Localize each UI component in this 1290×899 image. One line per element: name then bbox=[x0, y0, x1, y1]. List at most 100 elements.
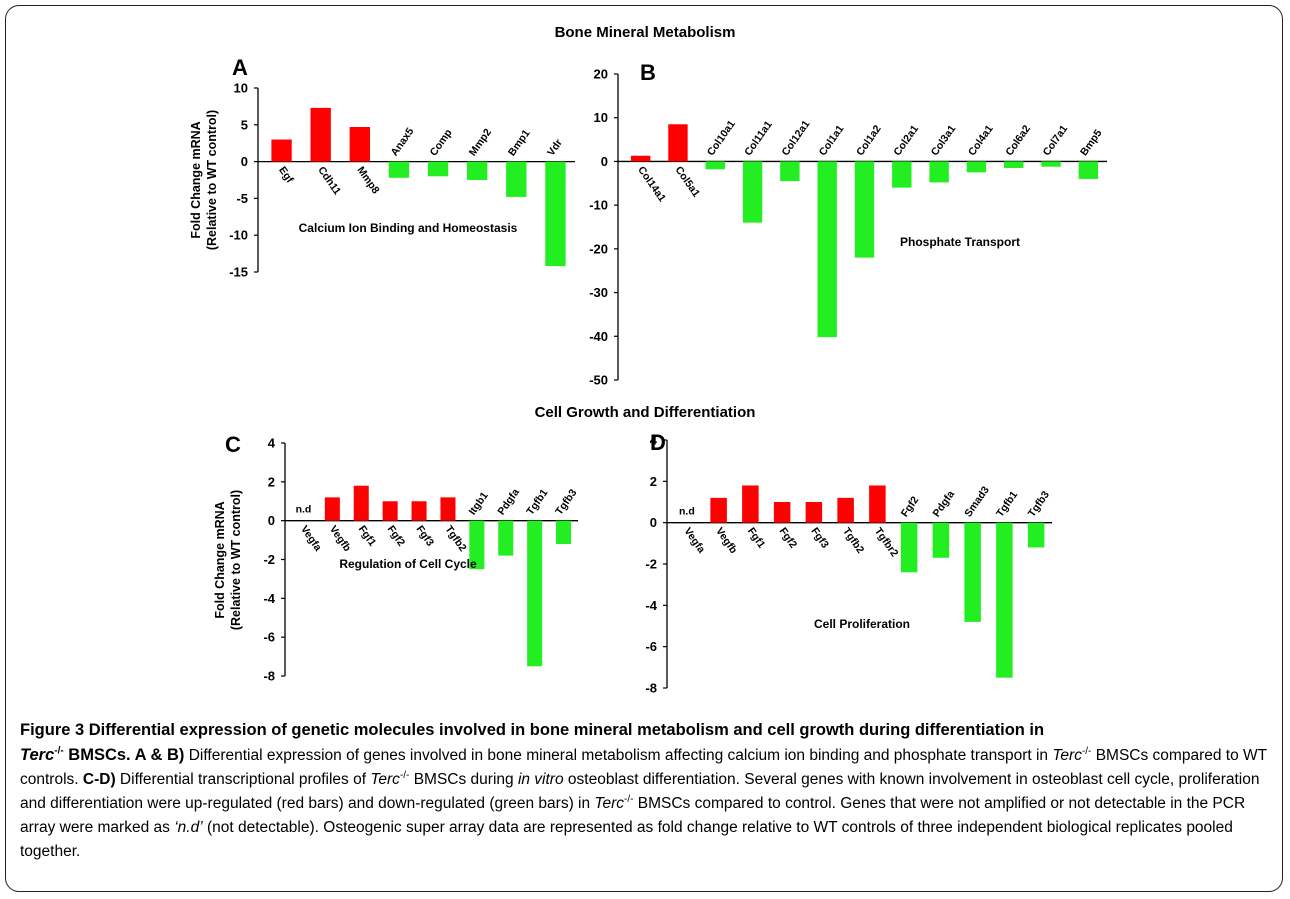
y-tick-label: 0 bbox=[241, 154, 248, 169]
bar bbox=[353, 485, 369, 521]
bar bbox=[742, 161, 763, 223]
category-label: Mmp2 bbox=[467, 126, 494, 158]
bar bbox=[469, 520, 485, 570]
y-tick-label: -40 bbox=[589, 329, 608, 344]
category-label: Col2a1 bbox=[891, 123, 921, 158]
category-label: Tgfb3 bbox=[1026, 489, 1052, 519]
category-label: Col5a1 bbox=[673, 164, 703, 199]
category-label: Col6a2 bbox=[1003, 123, 1033, 158]
caption-ab-text-1: Differential expression of genes involve… bbox=[184, 747, 1053, 764]
y-tick-label: -10 bbox=[589, 198, 608, 213]
y-tick-label: -8 bbox=[263, 669, 275, 684]
caption-cd-text-5: (not detectable). Osteogenic super array… bbox=[20, 819, 1233, 860]
category-label: Cdh11 bbox=[315, 164, 343, 197]
not-detectable-label: n.d bbox=[679, 506, 695, 518]
y-tick-label: -5 bbox=[236, 191, 248, 206]
caption-cd-label: C-D) bbox=[78, 771, 116, 788]
bar bbox=[869, 485, 886, 523]
bar bbox=[892, 161, 912, 188]
caption-nd: ‘n.d’ bbox=[174, 819, 203, 836]
y-tick-label: -6 bbox=[645, 639, 657, 654]
caption-gene-ref: Terc bbox=[1052, 747, 1082, 764]
category-label: Fgf2 bbox=[777, 526, 800, 551]
category-label: Pdgfa bbox=[931, 488, 958, 519]
y-axis-label-line2: (Relative to WT control) bbox=[229, 490, 243, 630]
category-label: Pdgfa bbox=[495, 486, 522, 517]
figure-caption: Figure 3 Differential expression of gene… bbox=[20, 718, 1272, 864]
category-label: Fgf1 bbox=[745, 526, 768, 551]
category-label: Col14a1 bbox=[635, 164, 668, 204]
bar bbox=[837, 497, 854, 523]
bar bbox=[929, 161, 949, 183]
category-label: Col4a1 bbox=[966, 123, 996, 158]
bar bbox=[411, 501, 427, 521]
y-tick-label: -8 bbox=[645, 681, 657, 696]
y-tick-label: -10 bbox=[229, 228, 248, 243]
bar bbox=[1041, 161, 1061, 167]
category-label: Tgfb3 bbox=[553, 487, 579, 517]
y-axis-label-line2: (Relative to WT control) bbox=[205, 110, 219, 250]
category-label: Itgb1 bbox=[466, 490, 490, 518]
category-label: Col1a2 bbox=[854, 123, 884, 158]
bar bbox=[349, 127, 370, 162]
panel-letter: C bbox=[225, 432, 241, 457]
y-tick-label: 0 bbox=[268, 513, 275, 528]
bar bbox=[324, 497, 340, 521]
chart-panel-b: B 20 10 0 -10 -20 -30 -40 -50 Col14a1 Col5a1Col10a… bbox=[589, 60, 1107, 388]
category-label: Vegfb bbox=[713, 526, 739, 556]
y-tick-label: 5 bbox=[241, 117, 248, 132]
y-axis-label-line1: Fold Change mRNA bbox=[213, 501, 227, 618]
caption-gene-sup: -/- bbox=[54, 745, 64, 757]
y-tick-label: -4 bbox=[263, 591, 275, 606]
category-label: Bmp5 bbox=[1078, 127, 1105, 158]
panel-letter: A bbox=[232, 55, 248, 80]
y-tick-label: -50 bbox=[589, 373, 608, 388]
caption-gene-ref: Terc bbox=[594, 795, 624, 812]
category-label: Tgfb1 bbox=[994, 489, 1020, 519]
bar bbox=[467, 161, 488, 180]
chart-annotation: Cell Proliferation bbox=[814, 617, 910, 631]
category-label: Tgfb2 bbox=[840, 526, 866, 556]
bar bbox=[527, 520, 543, 667]
y-tick-label: 10 bbox=[594, 110, 608, 125]
y-tick-label: -30 bbox=[589, 285, 608, 300]
bar bbox=[742, 485, 759, 523]
bar bbox=[1078, 161, 1099, 179]
y-tick-label: 0 bbox=[601, 154, 608, 169]
category-label: Vegfa bbox=[681, 526, 707, 556]
not-detectable-label: n.d bbox=[296, 504, 312, 516]
y-tick-label: 0 bbox=[650, 515, 657, 530]
bar bbox=[271, 139, 292, 162]
y-tick-label: 4 bbox=[268, 436, 276, 451]
y-tick-label: 20 bbox=[594, 67, 608, 82]
figure-frame bbox=[5, 5, 1283, 892]
category-label: Col7a1 bbox=[1041, 123, 1071, 158]
y-tick-label: -2 bbox=[645, 557, 657, 572]
caption-ab-label: A & B) bbox=[130, 746, 185, 764]
bar bbox=[440, 497, 456, 521]
category-label: Col11a1 bbox=[742, 119, 775, 159]
category-label: Vegfa bbox=[298, 524, 324, 554]
bar bbox=[556, 520, 572, 544]
caption-cd-text-3: osteoblast differentiation. Several gene… bbox=[20, 771, 1260, 812]
caption-gene-ref: Terc bbox=[370, 771, 400, 788]
caption-gene: Terc bbox=[20, 746, 55, 764]
bar bbox=[966, 161, 987, 173]
caption-cd-text-2: BMSCs during bbox=[409, 771, 518, 788]
category-label: Fgf1 bbox=[356, 524, 379, 549]
bar bbox=[630, 155, 651, 162]
category-label: Col3a1 bbox=[929, 123, 959, 158]
y-tick-label: 10 bbox=[234, 81, 248, 96]
bar bbox=[996, 522, 1013, 678]
bar bbox=[310, 107, 331, 162]
section-title-growth: Cell Growth and Differentiation bbox=[535, 404, 756, 421]
category-label: Mmp8 bbox=[354, 164, 381, 196]
category-label: Col12a1 bbox=[780, 118, 813, 158]
category-label: Smad3 bbox=[962, 484, 992, 519]
chart-annotation: Phosphate Transport bbox=[900, 235, 1020, 249]
bar bbox=[710, 497, 727, 523]
chart-panel-c: C Fold Change mRNA (Relative to WT control… bbox=[213, 432, 579, 684]
bar bbox=[805, 502, 823, 523]
category-label: Tgfb1 bbox=[524, 487, 550, 517]
